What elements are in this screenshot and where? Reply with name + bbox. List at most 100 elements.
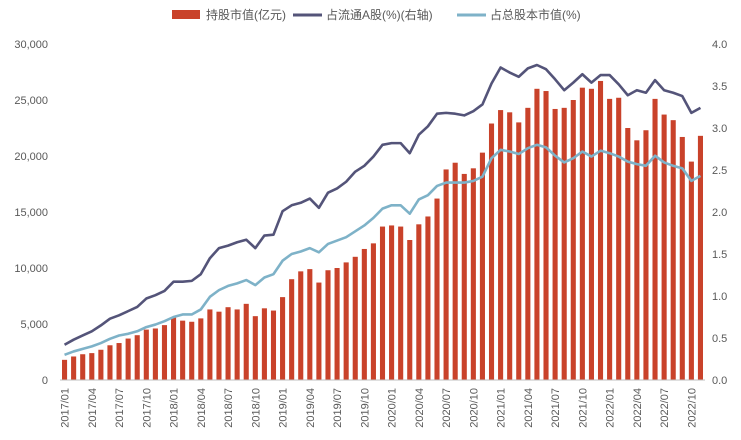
- bar: [625, 128, 631, 380]
- x-tick-label: 2018/07: [223, 388, 235, 428]
- y-right-tick-label: 2.5: [712, 165, 727, 177]
- x-tick-label: 2020/07: [441, 388, 453, 428]
- bar: [216, 311, 222, 380]
- x-tick-label: 2020/01: [387, 388, 399, 428]
- bar: [416, 224, 422, 380]
- bar: [343, 262, 349, 380]
- bar: [62, 359, 68, 380]
- bar: [389, 225, 395, 380]
- bar: [298, 271, 304, 380]
- x-tick-label: 2019/01: [278, 388, 290, 428]
- bar: [270, 310, 277, 380]
- bar: [452, 162, 458, 380]
- y-left-tick-label: 30,000: [14, 39, 48, 51]
- legend-swatch-bar: [172, 10, 200, 19]
- bar: [234, 309, 240, 380]
- bar: [407, 240, 413, 380]
- y-right-tick-label: 0.5: [712, 333, 727, 345]
- x-tick-label: 2017/04: [87, 388, 99, 428]
- left-axis: 0 5,000 10,000 15,000 20,000 25,000 30,000: [14, 39, 48, 387]
- bar: [89, 353, 95, 380]
- bar: [261, 308, 267, 380]
- bar: [125, 338, 131, 380]
- x-tick-label: 2021/10: [577, 388, 589, 428]
- y-right-tick-label: 1.5: [712, 249, 727, 261]
- bar: [161, 325, 168, 380]
- bar: [152, 328, 158, 380]
- bar: [688, 161, 694, 380]
- x-tick-label: 2022/04: [632, 388, 644, 428]
- x-tick-label: 2020/10: [468, 388, 480, 428]
- bar: [243, 303, 249, 380]
- bar: [607, 98, 613, 380]
- bar: [116, 343, 122, 380]
- x-tick-label: 2021/04: [523, 388, 535, 428]
- bar: [461, 173, 467, 380]
- x-tick-label: 2018/10: [250, 388, 262, 428]
- y-left-tick-label: 20,000: [14, 151, 48, 163]
- y-left-tick-label: 10,000: [14, 263, 48, 275]
- y-left-tick-label: 5,000: [20, 319, 48, 331]
- bar: [507, 112, 513, 380]
- bar: [425, 216, 431, 380]
- line-series: [63, 63, 702, 357]
- bar: [561, 107, 567, 380]
- bar: [443, 169, 449, 380]
- x-tick-label: 2019/10: [359, 388, 371, 428]
- y-left-tick-label: 25,000: [14, 95, 48, 107]
- y-right-tick-label: 1.0: [712, 291, 727, 303]
- bar: [616, 97, 622, 380]
- bar: [307, 269, 313, 380]
- bar: [316, 282, 322, 380]
- legend-label-line-total: 占总股本市值(%): [490, 7, 581, 22]
- bar: [588, 88, 594, 381]
- bar: [198, 318, 204, 380]
- bar: [252, 316, 258, 380]
- bar: [697, 135, 703, 380]
- bar: [143, 329, 149, 380]
- bar: [534, 88, 540, 381]
- bar-series: [62, 80, 703, 381]
- y-left-tick-label: 0: [42, 375, 48, 387]
- x-tick-label: 2017/07: [114, 388, 126, 428]
- x-tick-label: 2022/07: [659, 388, 671, 428]
- bar: [488, 123, 495, 381]
- legend: 持股市值(亿元) 占流通A股(%)(右轴) 占总股本市值(%): [172, 7, 581, 22]
- y-right-tick-label: 0.0: [712, 375, 727, 387]
- bar: [434, 198, 440, 380]
- bar: [398, 226, 404, 380]
- bar: [361, 248, 367, 380]
- line-total-share: [64, 143, 702, 357]
- legend-label-line-float: 占流通A股(%)(右轴): [326, 7, 433, 22]
- bar: [634, 140, 640, 380]
- bar: [652, 98, 658, 380]
- bar: [597, 80, 604, 381]
- bar: [470, 168, 476, 380]
- y-right-tick-label: 3.5: [712, 81, 727, 93]
- bar: [325, 270, 331, 380]
- bar: [71, 356, 77, 380]
- bar: [570, 100, 576, 380]
- bar: [643, 130, 649, 380]
- bar: [379, 226, 386, 380]
- x-tick-label: 2021/07: [550, 388, 562, 428]
- x-axis: 2017/01 2017/04 2017/07 2017/10 2018/01 2018/…: [60, 388, 699, 428]
- right-axis: 0.0 0.5 1.0 1.5 2.0 2.5 3.0 3.5 4.0: [712, 39, 727, 387]
- bar: [207, 309, 213, 380]
- bar: [661, 114, 667, 380]
- x-tick-label: 2022/01: [605, 388, 617, 428]
- bar: [679, 136, 685, 380]
- bar: [80, 354, 86, 380]
- bar: [670, 120, 676, 380]
- x-tick-label: 2017/10: [141, 388, 153, 428]
- x-tick-label: 2019/04: [305, 388, 317, 428]
- bar: [98, 349, 104, 380]
- y-right-tick-label: 2.0: [712, 207, 727, 219]
- bar: [107, 345, 113, 380]
- y-right-tick-label: 3.0: [712, 123, 727, 135]
- x-tick-label: 2018/01: [169, 388, 181, 428]
- bar: [289, 279, 295, 380]
- bar: [516, 122, 522, 381]
